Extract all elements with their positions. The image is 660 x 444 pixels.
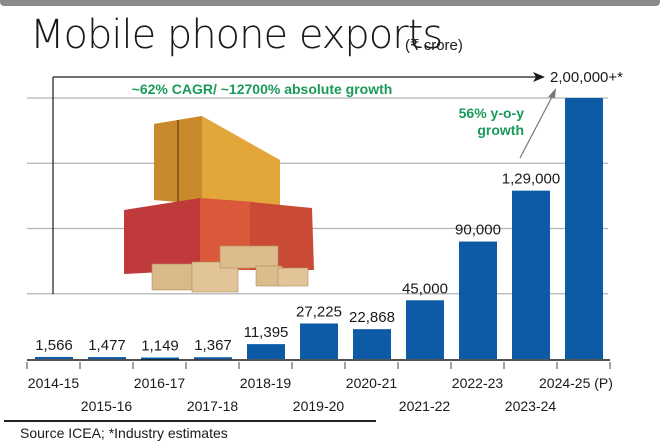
bar <box>141 357 179 360</box>
category-label: 2022-23 <box>452 375 504 391</box>
value-label: 1,477 <box>88 337 126 354</box>
value-label: 1,29,000 <box>502 171 560 188</box>
box <box>219 245 279 269</box>
category-label: 2015-16 <box>81 398 133 414</box>
bar <box>406 300 444 359</box>
bar <box>353 329 391 359</box>
category-label: 2021-22 <box>399 398 451 414</box>
category-label: 2024-25 (P) <box>539 375 613 391</box>
category-label: 2017-18 <box>187 398 239 414</box>
bar <box>194 357 232 360</box>
value-label: 1,566 <box>35 337 73 354</box>
value-label: 27,225 <box>296 303 342 320</box>
container-red <box>124 198 200 274</box>
yoy-annotation-line1: 56% y-o-y <box>459 105 525 121</box>
yoy-arrow-head-icon <box>548 88 556 98</box>
arrow-head-icon <box>533 72 545 82</box>
category-label: 2023-24 <box>505 398 557 414</box>
source-note: Source ICEA; *Industry estimates <box>20 425 228 441</box>
category-label: 2016-17 <box>134 375 186 391</box>
chart-title: Mobile phone exports <box>30 12 443 58</box>
target-label: 2,00,000+* <box>550 69 623 86</box>
value-label: 22,868 <box>349 309 395 326</box>
bar <box>300 323 338 359</box>
category-label: 2014-15 <box>28 375 80 391</box>
box <box>277 267 309 287</box>
value-label: 45,000 <box>402 280 448 297</box>
category-label: 2018-19 <box>240 375 292 391</box>
yoy-annotation-line2: growth <box>477 122 524 138</box>
bar <box>88 357 126 360</box>
bar <box>247 344 285 359</box>
bar <box>459 241 497 359</box>
shipping-containers-illustration <box>124 116 314 293</box>
chart-unit: (₹ crore) <box>405 37 463 54</box>
value-label: 1,149 <box>141 338 179 355</box>
yoy-arrow-line <box>519 92 555 159</box>
bar <box>512 190 550 359</box>
cagr-annotation: ~62% CAGR/ ~12700% absolute growth <box>132 81 393 97</box>
category-label: 2019-20 <box>293 398 345 414</box>
category-label: 2020-21 <box>346 375 398 391</box>
gridlines <box>27 97 608 295</box>
bar <box>565 98 603 359</box>
box <box>151 263 193 291</box>
value-label: 11,395 <box>244 324 289 341</box>
value-label: 1,367 <box>194 337 232 354</box>
top-bar <box>0 0 660 6</box>
value-label: 90,000 <box>455 222 501 239</box>
bottom-rule <box>4 420 376 422</box>
bar <box>35 356 73 359</box>
